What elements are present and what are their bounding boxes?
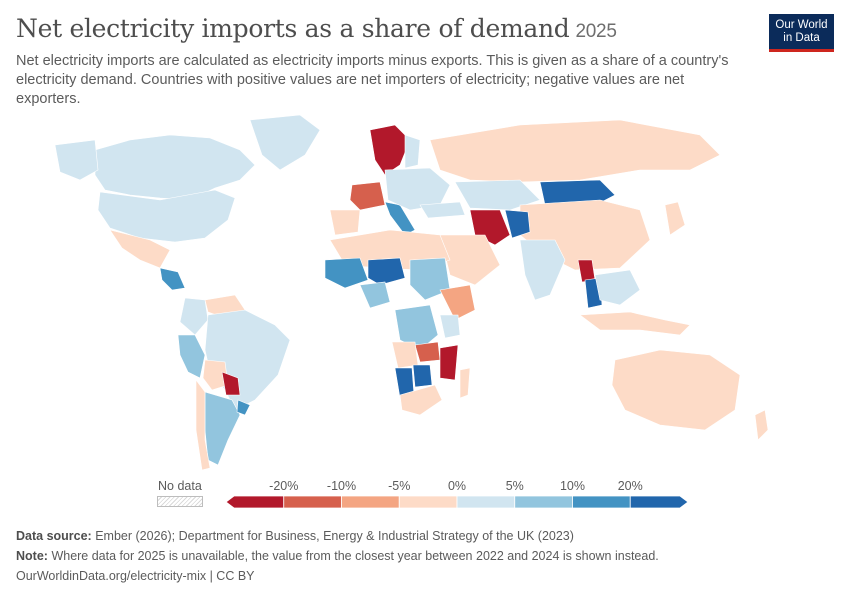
- chart-title: Net electricity imports as a share of de…: [16, 14, 617, 43]
- title-year: 2025: [575, 21, 617, 42]
- country-india[interactable]: [519, 239, 566, 301]
- legend-bin-4[interactable]: [456, 495, 516, 509]
- legend-bin-0[interactable]: [225, 495, 285, 509]
- country-greenland[interactable]: [249, 114, 321, 171]
- source-label: Data source:: [16, 529, 92, 543]
- note-text: Where data for 2025 is unavailable, the …: [51, 549, 659, 563]
- country-united-states[interactable]: [97, 189, 236, 243]
- country-dr-congo[interactable]: [394, 304, 439, 351]
- country-peru[interactable]: [177, 334, 206, 379]
- logo-line-1: Our World: [775, 18, 828, 31]
- country-colombia[interactable]: [179, 297, 209, 336]
- world-map[interactable]: [0, 110, 850, 480]
- country-central-america[interactable]: [159, 267, 186, 291]
- legend-color-bar: [225, 495, 689, 509]
- legend-tick-label: 5%: [505, 479, 524, 493]
- title-text: Net electricity imports as a share of de…: [16, 14, 570, 43]
- country-canada[interactable]: [94, 134, 256, 201]
- footer-url[interactable]: OurWorldinData.org/electricity-mix | CC …: [16, 569, 255, 583]
- country-australia[interactable]: [611, 349, 741, 431]
- country-botswana[interactable]: [412, 364, 433, 388]
- country-mali[interactable]: [324, 257, 369, 289]
- owid-logo[interactable]: Our World in Data: [769, 14, 834, 52]
- legend-bin-5[interactable]: [514, 495, 573, 509]
- country-france[interactable]: [349, 181, 386, 211]
- legend-tick-label: -5%: [388, 479, 411, 493]
- country-indonesia[interactable]: [579, 311, 691, 336]
- country-brazil[interactable]: [204, 309, 291, 411]
- country-sudan[interactable]: [409, 257, 451, 301]
- country-zambia[interactable]: [414, 341, 441, 363]
- country-bolivia[interactable]: [202, 359, 229, 391]
- country-new-zealand[interactable]: [754, 409, 769, 441]
- country-japan[interactable]: [664, 201, 686, 236]
- country-turkey[interactable]: [419, 201, 466, 219]
- country-mozambique[interactable]: [439, 344, 459, 381]
- legend-no-data-swatch: [157, 496, 203, 507]
- country-angola[interactable]: [391, 341, 419, 369]
- note-label: Note:: [16, 549, 48, 563]
- country-southeast-asia[interactable]: [594, 269, 641, 306]
- country-kenya[interactable]: [439, 314, 461, 339]
- country-scandinavia[interactable]: [369, 124, 411, 176]
- legend-bin-2[interactable]: [341, 495, 400, 509]
- legend-bin-7[interactable]: [629, 495, 689, 509]
- country-nigeria[interactable]: [359, 281, 391, 309]
- country-paraguay[interactable]: [221, 371, 241, 396]
- country-spain[interactable]: [329, 209, 361, 236]
- country-laos[interactable]: [577, 259, 596, 283]
- country-south-africa[interactable]: [399, 384, 443, 416]
- legend-tick-label: 10%: [559, 479, 586, 493]
- source-text: Ember (2026); Department for Business, E…: [95, 529, 574, 543]
- chart-subtitle: Net electricity imports are calculated a…: [16, 53, 729, 107]
- country-uruguay[interactable]: [236, 399, 251, 416]
- legend-tick-label: 0%: [447, 479, 467, 493]
- legend-tick-label: 20%: [617, 479, 643, 493]
- country-niger[interactable]: [367, 257, 406, 286]
- country-russia[interactable]: [429, 119, 721, 183]
- legend-no-data-label: No data: [158, 479, 202, 493]
- footer-note: Note: Where data for 2025 is unavailable…: [16, 549, 659, 563]
- logo-line-2: in Data: [783, 31, 820, 44]
- country-arabia[interactable]: [439, 234, 501, 286]
- country-chile[interactable]: [195, 379, 211, 471]
- legend-bin-6[interactable]: [572, 495, 631, 509]
- country-finland[interactable]: [404, 134, 421, 169]
- country-afghanistan[interactable]: [504, 209, 531, 239]
- legend-bin-3[interactable]: [398, 495, 458, 509]
- country-madagascar[interactable]: [459, 367, 471, 399]
- legend-tick-label: -20%: [269, 479, 299, 493]
- country-argentina[interactable]: [204, 391, 241, 466]
- legend-bin-1[interactable]: [283, 495, 342, 509]
- country-ethiopia[interactable]: [439, 284, 476, 321]
- country-alaska[interactable]: [54, 139, 99, 181]
- legend-tick-label: -10%: [326, 479, 357, 493]
- footer-source: Data source: Ember (2026); Department fo…: [16, 529, 574, 543]
